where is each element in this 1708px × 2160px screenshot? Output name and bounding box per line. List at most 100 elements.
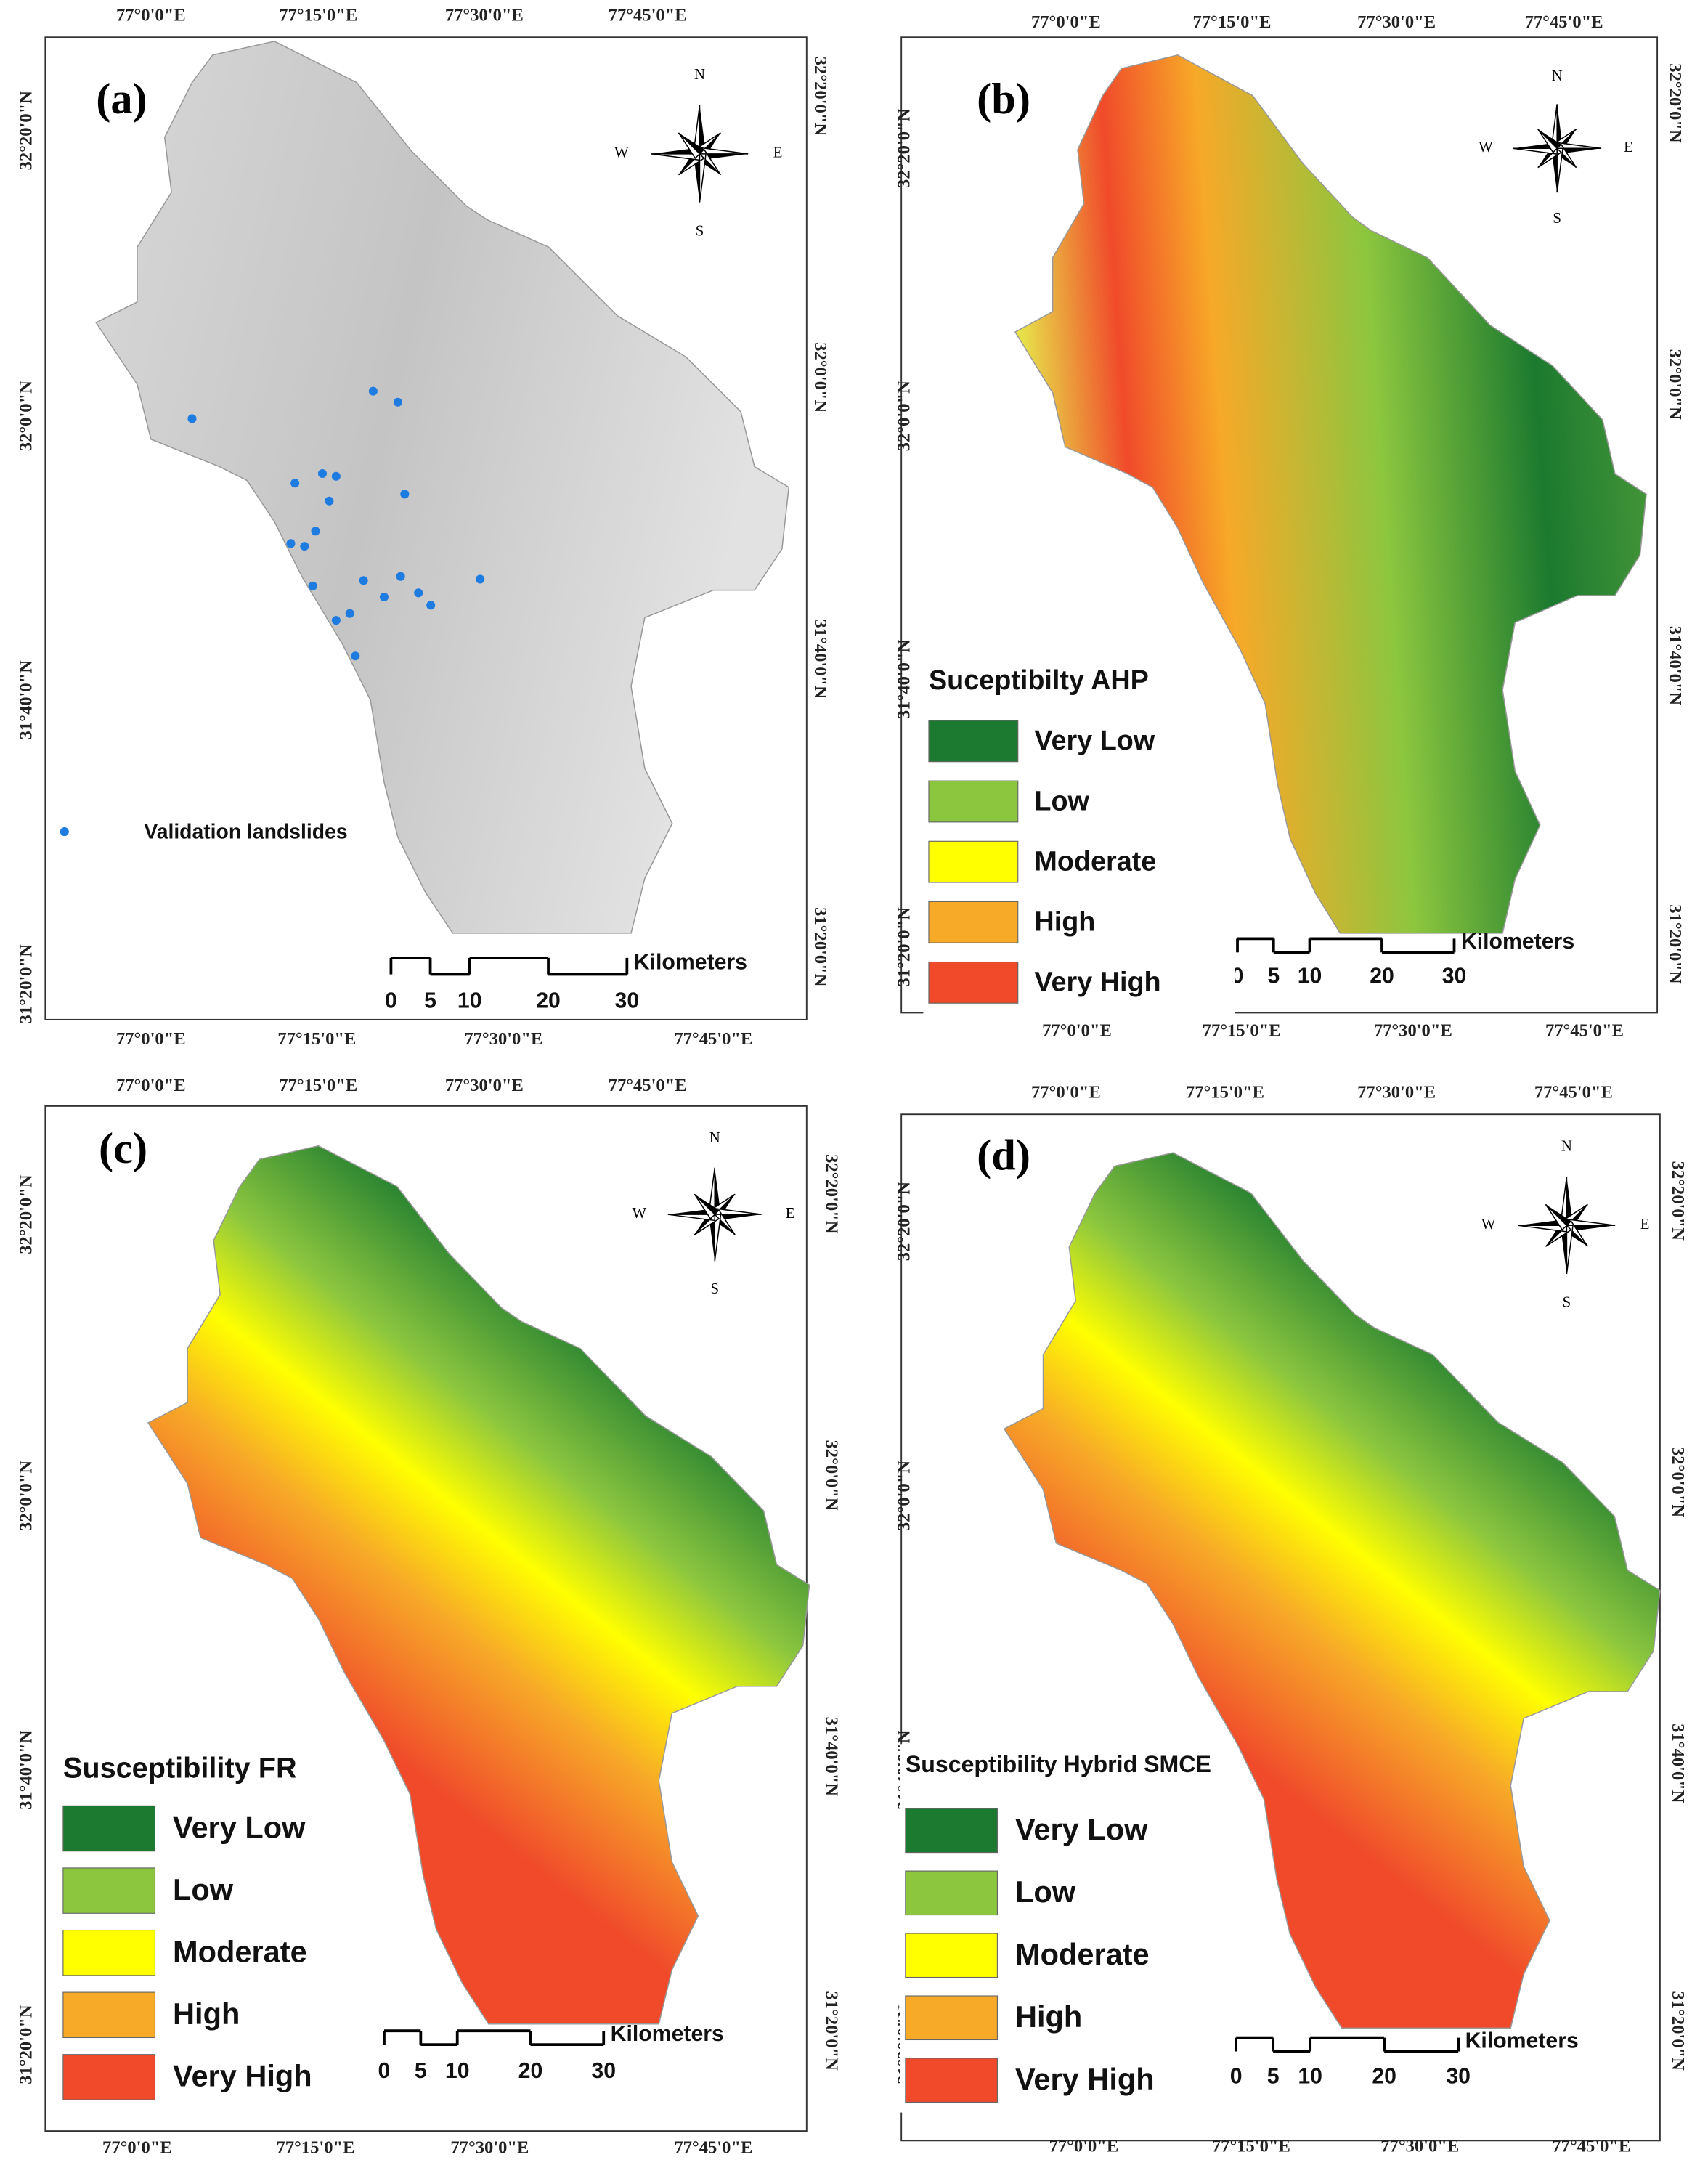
scale-unit: Kilometers: [634, 950, 747, 974]
scale-label: 20: [1370, 964, 1394, 988]
latitude-label: 32°20'0"N: [821, 1154, 841, 1234]
scale-label: 0: [385, 988, 397, 1012]
latitude-label: 32°0'0"N: [1668, 1447, 1688, 1517]
panel-label: (d): [977, 1131, 1030, 1180]
legend-label: Moderate: [173, 1935, 307, 1969]
longitude-label: 77°15'0"E: [276, 2137, 354, 2157]
longitude-label: 77°15'0"E: [277, 1029, 356, 1049]
legend-label: Very Low: [173, 1810, 306, 1844]
compass-point: [651, 153, 701, 161]
legend-swatch: [62, 2054, 156, 2100]
longitude-label: 77°15'0"E: [1203, 1021, 1281, 1041]
legend-title: Susceptibility Hybrid SMCE: [906, 1751, 1211, 1777]
longitude-label: 77°30'0"E: [445, 1076, 524, 1095]
legend-label: High: [173, 1997, 240, 2031]
compass-letter: N: [709, 1129, 720, 1146]
longitude-label: 77°15'0"E: [1212, 2136, 1290, 2156]
longitude-label: 77°45'0"E: [1545, 1021, 1624, 1041]
legend-label: Very High: [1015, 2062, 1155, 2096]
compass-letter: S: [710, 1280, 719, 1297]
longitude-label: 77°15'0"E: [279, 6, 357, 25]
landslide-point: [476, 574, 485, 584]
legend-swatch: [928, 780, 1019, 823]
longitude-label: 77°45'0"E: [1552, 2136, 1630, 2156]
study-area: [95, 41, 790, 934]
scale-label: 0: [1230, 2064, 1243, 2088]
latitude-label: 32°20'0"N: [1665, 63, 1685, 143]
legend-label: Validation landslides: [144, 820, 347, 843]
legend-label: Very High: [1034, 967, 1160, 998]
compass-letter: W: [1479, 139, 1493, 155]
scale-label: 5: [1267, 964, 1280, 988]
landslide-point: [300, 542, 309, 551]
landslide-point: [351, 651, 360, 661]
compass-point: [694, 1193, 716, 1220]
compass-point: [1513, 147, 1558, 155]
longitude-label: 77°30'0"E: [445, 6, 524, 25]
compass-point: [708, 1214, 715, 1262]
scale-label: 20: [1372, 2064, 1396, 2088]
panel-label: (b): [977, 75, 1030, 123]
longitude-label: 77°0'0"E: [116, 1029, 186, 1049]
legend-label: Very Low: [1034, 726, 1155, 756]
legend-label: High: [1015, 1999, 1082, 2034]
longitude-label: 77°0'0"E: [1042, 1021, 1112, 1041]
panel-frame: [44, 1105, 808, 2132]
longitude-label: 77°30'0"E: [1357, 1083, 1436, 1103]
compass-letter: S: [1553, 210, 1561, 227]
landslide-point: [187, 414, 197, 423]
compass-point: [678, 132, 704, 154]
latitude-label: 31°40'0"N: [821, 1717, 841, 1797]
study-area: [1014, 54, 1647, 934]
compass-letter: S: [696, 222, 704, 239]
legend-swatch: [905, 1808, 998, 1854]
latitude-label: 31°20'0"N: [16, 2005, 36, 2084]
scale-label: 20: [536, 988, 561, 1012]
landslide-point: [331, 471, 341, 481]
landslide-point: [359, 576, 368, 585]
latitude-label: 32°0'0"N: [894, 381, 914, 451]
scale-label: 10: [445, 2059, 470, 2083]
latitude-label: 31°20'0"N: [16, 944, 36, 1024]
latitude-label: 31°40'0"N: [16, 660, 36, 740]
scale-label: 10: [1298, 964, 1322, 988]
landslide-point: [396, 572, 405, 581]
longitude-label: 77°45'0"E: [674, 1029, 752, 1049]
compass-point: [699, 105, 707, 154]
compass-letter: W: [633, 1205, 647, 1222]
scale-label: 5: [1267, 2064, 1280, 2088]
landslide-point: [290, 479, 300, 488]
longitude-label: 77°30'0"E: [464, 1029, 542, 1049]
landslide-point: [286, 539, 296, 548]
compass-letter: E: [786, 1205, 795, 1222]
latitude-label: 31°40'0"N: [16, 1730, 36, 1810]
compass-point: [1566, 1225, 1616, 1232]
compass-point: [694, 1194, 720, 1215]
landslide-point: [379, 592, 389, 602]
latitude-label: 32°20'0"N: [1668, 1161, 1688, 1241]
legend-swatch: [905, 1995, 998, 2041]
longitude-label: 77°45'0"E: [1525, 12, 1603, 32]
compass-letter: N: [1561, 1137, 1572, 1154]
scale-unit: Kilometers: [1461, 930, 1574, 954]
latitude-label: 32°0'0"N: [810, 342, 830, 413]
study-area: [147, 1145, 810, 2025]
legend-label: Low: [1034, 786, 1089, 816]
legend-label: Low: [1015, 1875, 1076, 1909]
legend-label: High: [1034, 907, 1095, 938]
legend-label: Very High: [173, 2059, 312, 2093]
legend-swatch: [928, 901, 1019, 943]
scale-label: 5: [415, 2059, 427, 2083]
legend-title: Suceptibilty AHP: [929, 665, 1149, 696]
compass-point: [714, 1214, 722, 1262]
longitude-label: 77°45'0"E: [609, 6, 687, 25]
scale-label: 0: [378, 2059, 391, 2083]
legend-swatch: [62, 1867, 156, 1914]
map-panel: (b) 77°0'0"E 77°15'0"E 77°30'0"E 77°45'0"E 77…: [894, 12, 1685, 1041]
compass-letter: W: [1481, 1216, 1496, 1233]
compass-point: [1566, 1225, 1574, 1275]
scale-label: 30: [615, 988, 640, 1012]
legend-label: Very Low: [1015, 1812, 1148, 1846]
landslide-point: [368, 386, 378, 396]
map-panel: (a) 77°0'0"E 77°15'0"E 77°30'0"E 77°45'0"E 77…: [16, 6, 830, 1049]
